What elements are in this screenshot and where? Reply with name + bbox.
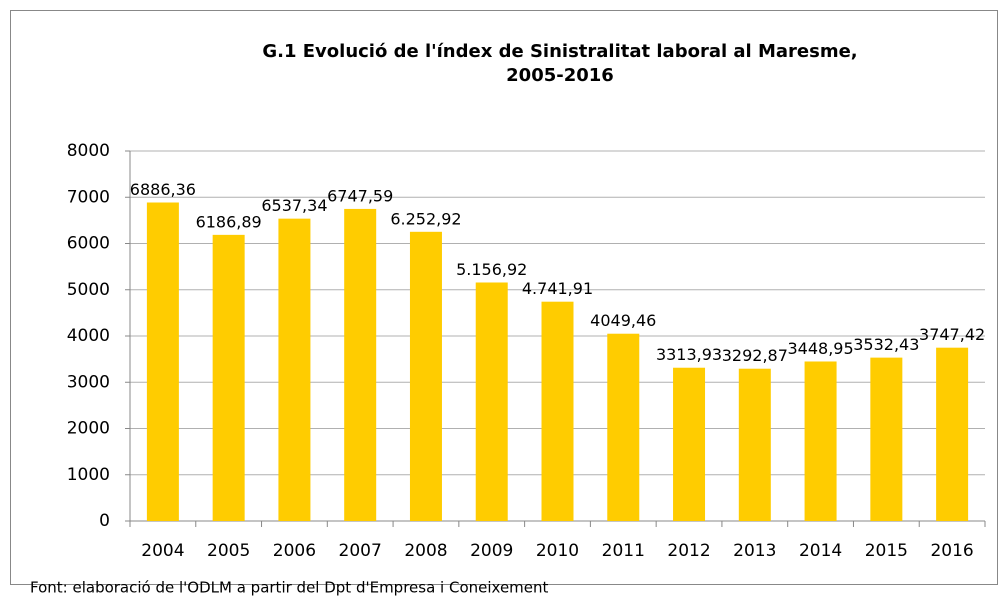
bar [804,361,837,521]
bar [541,301,574,521]
value-label: 6.252,92 [390,209,461,228]
y-tick-label: 3000 [67,372,110,392]
value-label: 6186,89 [196,212,262,231]
y-tick-label: 8000 [67,141,110,161]
x-tick-label: 2015 [865,541,908,561]
value-label: 3747,42 [919,325,985,344]
bar [936,347,969,521]
y-tick-label: 6000 [67,234,110,254]
x-tick-label: 2007 [339,541,382,561]
bar [409,231,442,522]
y-tick-label: 1000 [67,465,110,485]
x-tick-label: 2012 [667,541,710,561]
value-label: 3448,95 [787,339,853,358]
value-label: 4049,46 [590,311,656,330]
chart-title: G.1 Evolució de l'índex de Sinistralitat… [262,41,857,62]
value-label: 6747,59 [327,186,393,205]
bar [212,234,245,522]
x-tick-label: 2014 [799,541,842,561]
chart-title: 2005-2016 [506,65,614,86]
x-tick-label: 2009 [470,541,513,561]
bar [475,282,508,521]
y-tick-label: 7000 [67,187,110,207]
x-tick-label: 2016 [930,541,973,561]
value-label: 3292,87 [722,346,788,365]
bar [870,357,903,521]
bar [344,208,377,522]
y-tick-label: 5000 [67,280,110,300]
value-label: 6537,34 [261,196,327,215]
bar [673,367,706,521]
x-tick-label: 2008 [404,541,447,561]
value-label: 6886,36 [130,180,196,199]
value-label: 5.156,92 [456,260,527,279]
y-tick-label: 0 [99,511,110,531]
bar [738,368,771,521]
bar [607,333,640,521]
y-tick-label: 2000 [67,419,110,439]
x-tick-label: 2013 [733,541,776,561]
x-tick-label: 2005 [207,541,250,561]
y-tick-label: 4000 [67,326,110,346]
bar [146,202,179,521]
value-label: 4.741,91 [522,279,593,298]
bar [278,218,311,522]
source-note: Font: elaboració de l'ODLM a partir del … [30,579,549,597]
x-tick-label: 2011 [602,541,645,561]
x-tick-label: 2004 [141,541,184,561]
value-label: 3532,43 [853,335,919,354]
x-tick-label: 2010 [536,541,579,561]
x-tick-label: 2006 [273,541,316,561]
value-label: 3313,93 [656,345,722,364]
